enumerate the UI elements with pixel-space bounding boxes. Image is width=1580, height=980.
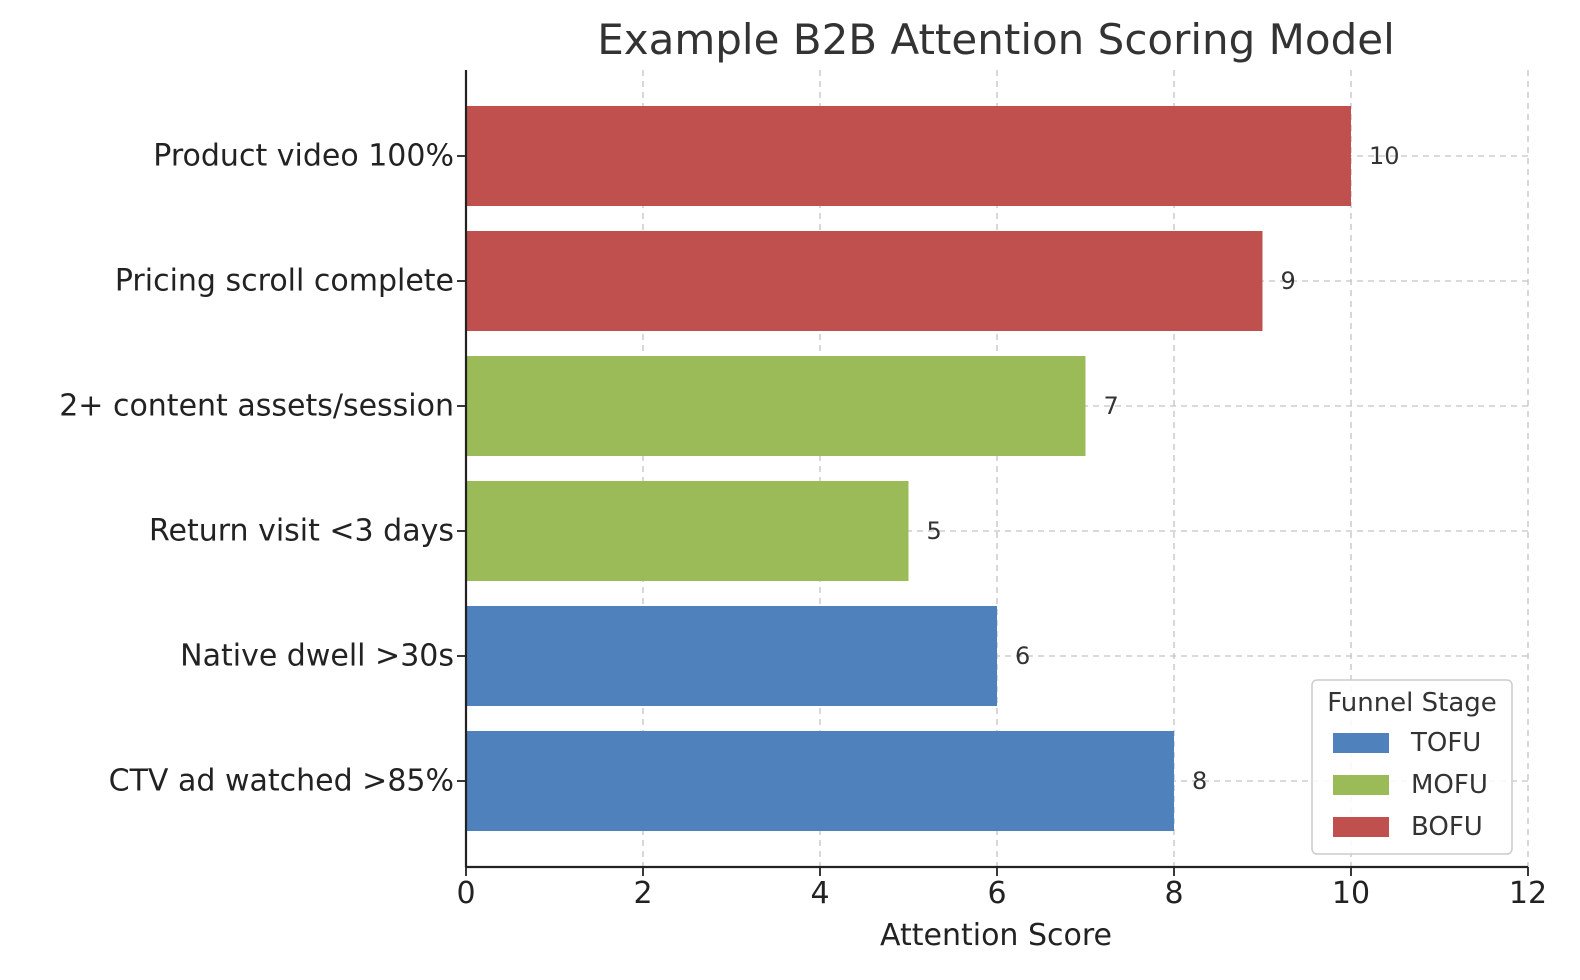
bar bbox=[466, 481, 909, 581]
legend: Funnel Stage TOFU MOFU BOFU bbox=[1311, 679, 1513, 855]
bar bbox=[466, 356, 1086, 456]
bar-value-label: 7 bbox=[1104, 392, 1119, 420]
bar-value-label: 6 bbox=[1015, 642, 1030, 670]
bar-value-label: 5 bbox=[927, 517, 942, 545]
y-tick-label: Product video 100% bbox=[153, 139, 454, 174]
y-tick-label: CTV ad watched >85% bbox=[109, 764, 454, 799]
data-labels: 10 9 7 5 6 8 bbox=[927, 142, 1400, 795]
bar-value-label: 9 bbox=[1281, 267, 1296, 295]
chart-title: Example B2B Attention Scoring Model bbox=[597, 15, 1395, 64]
x-tick-label: 12 bbox=[1509, 876, 1547, 911]
y-tick-label: Return visit <3 days bbox=[149, 514, 454, 549]
legend-label: MOFU bbox=[1411, 770, 1488, 800]
legend-label: BOFU bbox=[1411, 812, 1483, 842]
x-tick-label: 0 bbox=[456, 876, 475, 911]
x-tick-label: 2 bbox=[633, 876, 652, 911]
legend-title: Funnel Stage bbox=[1327, 688, 1497, 718]
bar-value-label: 10 bbox=[1369, 142, 1400, 170]
x-tick-label: 6 bbox=[987, 876, 1006, 911]
legend-entries: TOFU MOFU BOFU bbox=[1333, 728, 1488, 842]
x-tick-label: 10 bbox=[1332, 876, 1370, 911]
y-tick-label: Native dwell >30s bbox=[180, 639, 454, 674]
y-tick-label: 2+ content assets/session bbox=[59, 389, 454, 424]
bars bbox=[466, 106, 1351, 831]
legend-swatch bbox=[1333, 775, 1389, 795]
legend-swatch bbox=[1333, 817, 1389, 837]
bar bbox=[466, 731, 1174, 831]
legend-box bbox=[1311, 679, 1513, 855]
legend-swatch bbox=[1333, 733, 1389, 753]
bar bbox=[466, 606, 997, 706]
bar-value-label: 8 bbox=[1192, 767, 1207, 795]
bar bbox=[466, 231, 1263, 331]
y-tick-label: Pricing scroll complete bbox=[115, 264, 454, 299]
x-tick-label: 8 bbox=[1164, 876, 1183, 911]
x-axis-label: Attention Score bbox=[880, 918, 1112, 953]
x-tick-label: 4 bbox=[810, 876, 829, 911]
axes: 0 2 4 6 8 10 12 Product video 100% Pricing scrol… bbox=[59, 70, 1547, 911]
bar bbox=[466, 106, 1351, 206]
legend-label: TOFU bbox=[1410, 728, 1481, 758]
